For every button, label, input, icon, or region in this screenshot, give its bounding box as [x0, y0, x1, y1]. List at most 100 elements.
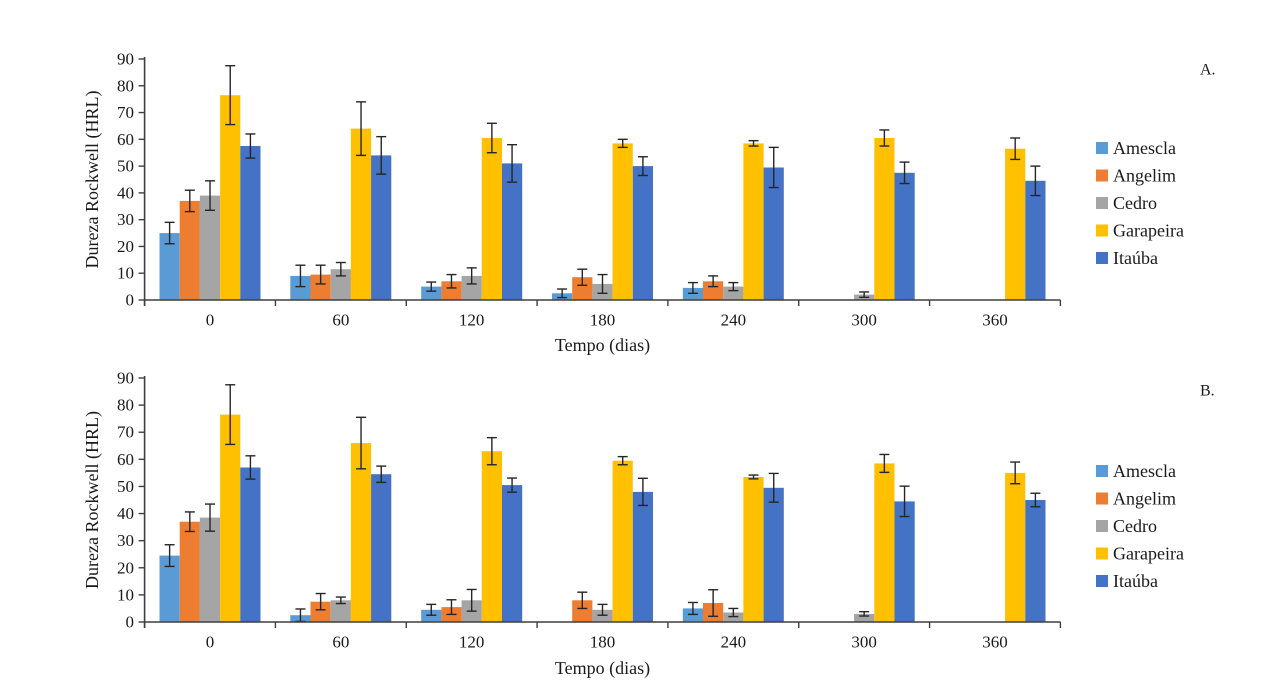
- bar-ita-ba-0: [240, 146, 261, 300]
- bar-ita-ba-0: [240, 467, 261, 622]
- error-bar-cedro-60: [335, 261, 346, 277]
- y-tick-label: 90: [117, 50, 134, 69]
- error-bar-cedro-120: [466, 267, 477, 285]
- error-bar-amescla-0: [164, 544, 175, 568]
- bar-amescla-240: [682, 608, 703, 622]
- bar-angelim-60: [310, 274, 331, 300]
- y-tick-label: 50: [117, 157, 134, 176]
- y-axis-title: Dureza Rockwell (HRL): [82, 411, 103, 589]
- bar-ita-ba-60: [371, 474, 392, 622]
- legend-swatch-cedro: [1096, 197, 1108, 209]
- error-bar-garapeira-180: [617, 138, 628, 149]
- y-tick-label: 10: [117, 585, 134, 604]
- legend-label-angelim: Angelim: [1113, 166, 1176, 186]
- error-bar-cedro-240: [728, 281, 739, 292]
- bar-ita-ba-360: [1025, 500, 1046, 622]
- error-bar-angelim-0: [184, 189, 195, 213]
- y-tick-label: 20: [117, 237, 134, 256]
- bar-garapeira-120: [481, 138, 502, 300]
- bar-angelim-180: [572, 277, 593, 300]
- error-bar-ita-ba-120: [507, 477, 518, 493]
- error-bar-cedro-60: [335, 596, 346, 605]
- error-bar-ita-ba-60: [376, 135, 387, 175]
- bar-ita-ba-300: [894, 501, 915, 622]
- bar-angelim-0: [179, 521, 200, 622]
- bar-cedro-300: [854, 613, 875, 622]
- error-bar-amescla-180: [557, 288, 568, 299]
- error-bar-ita-ba-120: [507, 143, 518, 183]
- bar-ita-ba-360: [1025, 180, 1046, 300]
- error-bar-amescla-240: [687, 281, 698, 295]
- panel-label: A.: [1200, 62, 1216, 79]
- x-tick-label: 360: [982, 633, 1008, 652]
- y-tick-label: 0: [126, 291, 135, 310]
- error-bar-angelim-240: [708, 275, 719, 288]
- bar-garapeira-60: [350, 443, 372, 622]
- x-tick-label: 180: [590, 311, 616, 330]
- bar-amescla-0: [159, 555, 180, 622]
- error-bar-ita-ba-180: [637, 156, 648, 177]
- error-bar-garapeira-0: [225, 384, 236, 446]
- legend-label-angelim: Angelim: [1113, 489, 1176, 509]
- error-bar-amescla-240: [687, 601, 698, 616]
- bar-ita-ba-120: [502, 163, 523, 300]
- error-bar-garapeira-180: [617, 455, 628, 466]
- y-tick-label: 30: [117, 210, 134, 229]
- error-bar-amescla-120: [426, 281, 437, 292]
- y-tick-label: 30: [117, 531, 134, 550]
- error-bar-cedro-0: [205, 180, 216, 211]
- error-bar-angelim-60: [315, 264, 326, 285]
- error-bar-amescla-120: [426, 603, 437, 616]
- bar-garapeira-0: [220, 414, 241, 622]
- legend-label-garapeira: Garapeira: [1113, 544, 1184, 564]
- error-bar-amescla-60: [295, 264, 306, 288]
- bar-garapeira-60: [350, 128, 372, 300]
- x-axis-title: Tempo (dias): [555, 335, 650, 356]
- bar-ita-ba-300: [894, 172, 915, 300]
- legend-swatch-cedro: [1096, 520, 1108, 532]
- bar-ita-ba-180: [632, 166, 653, 300]
- legend-swatch-angelim: [1096, 169, 1108, 182]
- legend-label-garapeira: Garapeira: [1113, 221, 1184, 241]
- error-bar-garapeira-240: [748, 474, 759, 480]
- error-bar-ita-ba-300: [899, 161, 910, 185]
- bar-ita-ba-60: [371, 155, 392, 300]
- x-tick-label: 120: [459, 633, 485, 652]
- bar-garapeira-300: [874, 463, 895, 622]
- legend-swatch-garapeira: [1096, 224, 1108, 237]
- legend-swatch-amescla: [1096, 465, 1108, 477]
- y-tick-label: 70: [117, 103, 134, 122]
- bar-garapeira-120: [481, 451, 502, 622]
- legend-label-ita-ba: Itaúba: [1113, 571, 1158, 591]
- y-tick-label: 0: [126, 613, 135, 632]
- bar-angelim-0: [179, 200, 200, 300]
- error-bar-angelim-0: [184, 511, 195, 533]
- error-bar-cedro-120: [466, 588, 477, 612]
- legend-label-amescla: Amescla: [1113, 461, 1176, 481]
- x-tick-label: 360: [982, 311, 1008, 330]
- x-axis-title: Tempo (dias): [555, 658, 650, 679]
- error-bar-cedro-300: [859, 610, 870, 617]
- x-tick-label: 120: [459, 311, 485, 330]
- error-bar-cedro-0: [205, 503, 216, 532]
- bar-cedro-0: [199, 195, 221, 300]
- x-tick-label: 60: [332, 311, 349, 330]
- legend-swatch-angelim: [1096, 492, 1108, 505]
- y-tick-label: 20: [117, 558, 134, 577]
- bar-cedro-60: [330, 269, 351, 300]
- error-bar-angelim-180: [577, 268, 588, 286]
- bar-cedro-120: [461, 275, 482, 300]
- bar-ita-ba-120: [502, 485, 523, 622]
- error-bar-garapeira-300: [879, 129, 890, 147]
- error-bar-garapeira-240: [748, 139, 759, 147]
- y-tick-label: 60: [117, 450, 134, 469]
- error-bar-garapeira-120: [486, 436, 497, 466]
- bar-garapeira-300: [874, 138, 895, 300]
- legend-swatch-ita-ba: [1096, 252, 1108, 264]
- error-bar-garapeira-0: [225, 64, 236, 126]
- x-tick-label: 0: [206, 633, 215, 652]
- error-bar-angelim-120: [446, 599, 457, 616]
- x-tick-label: 0: [206, 311, 215, 330]
- bar-garapeira-180: [612, 460, 633, 622]
- bar-ita-ba-240: [763, 487, 784, 622]
